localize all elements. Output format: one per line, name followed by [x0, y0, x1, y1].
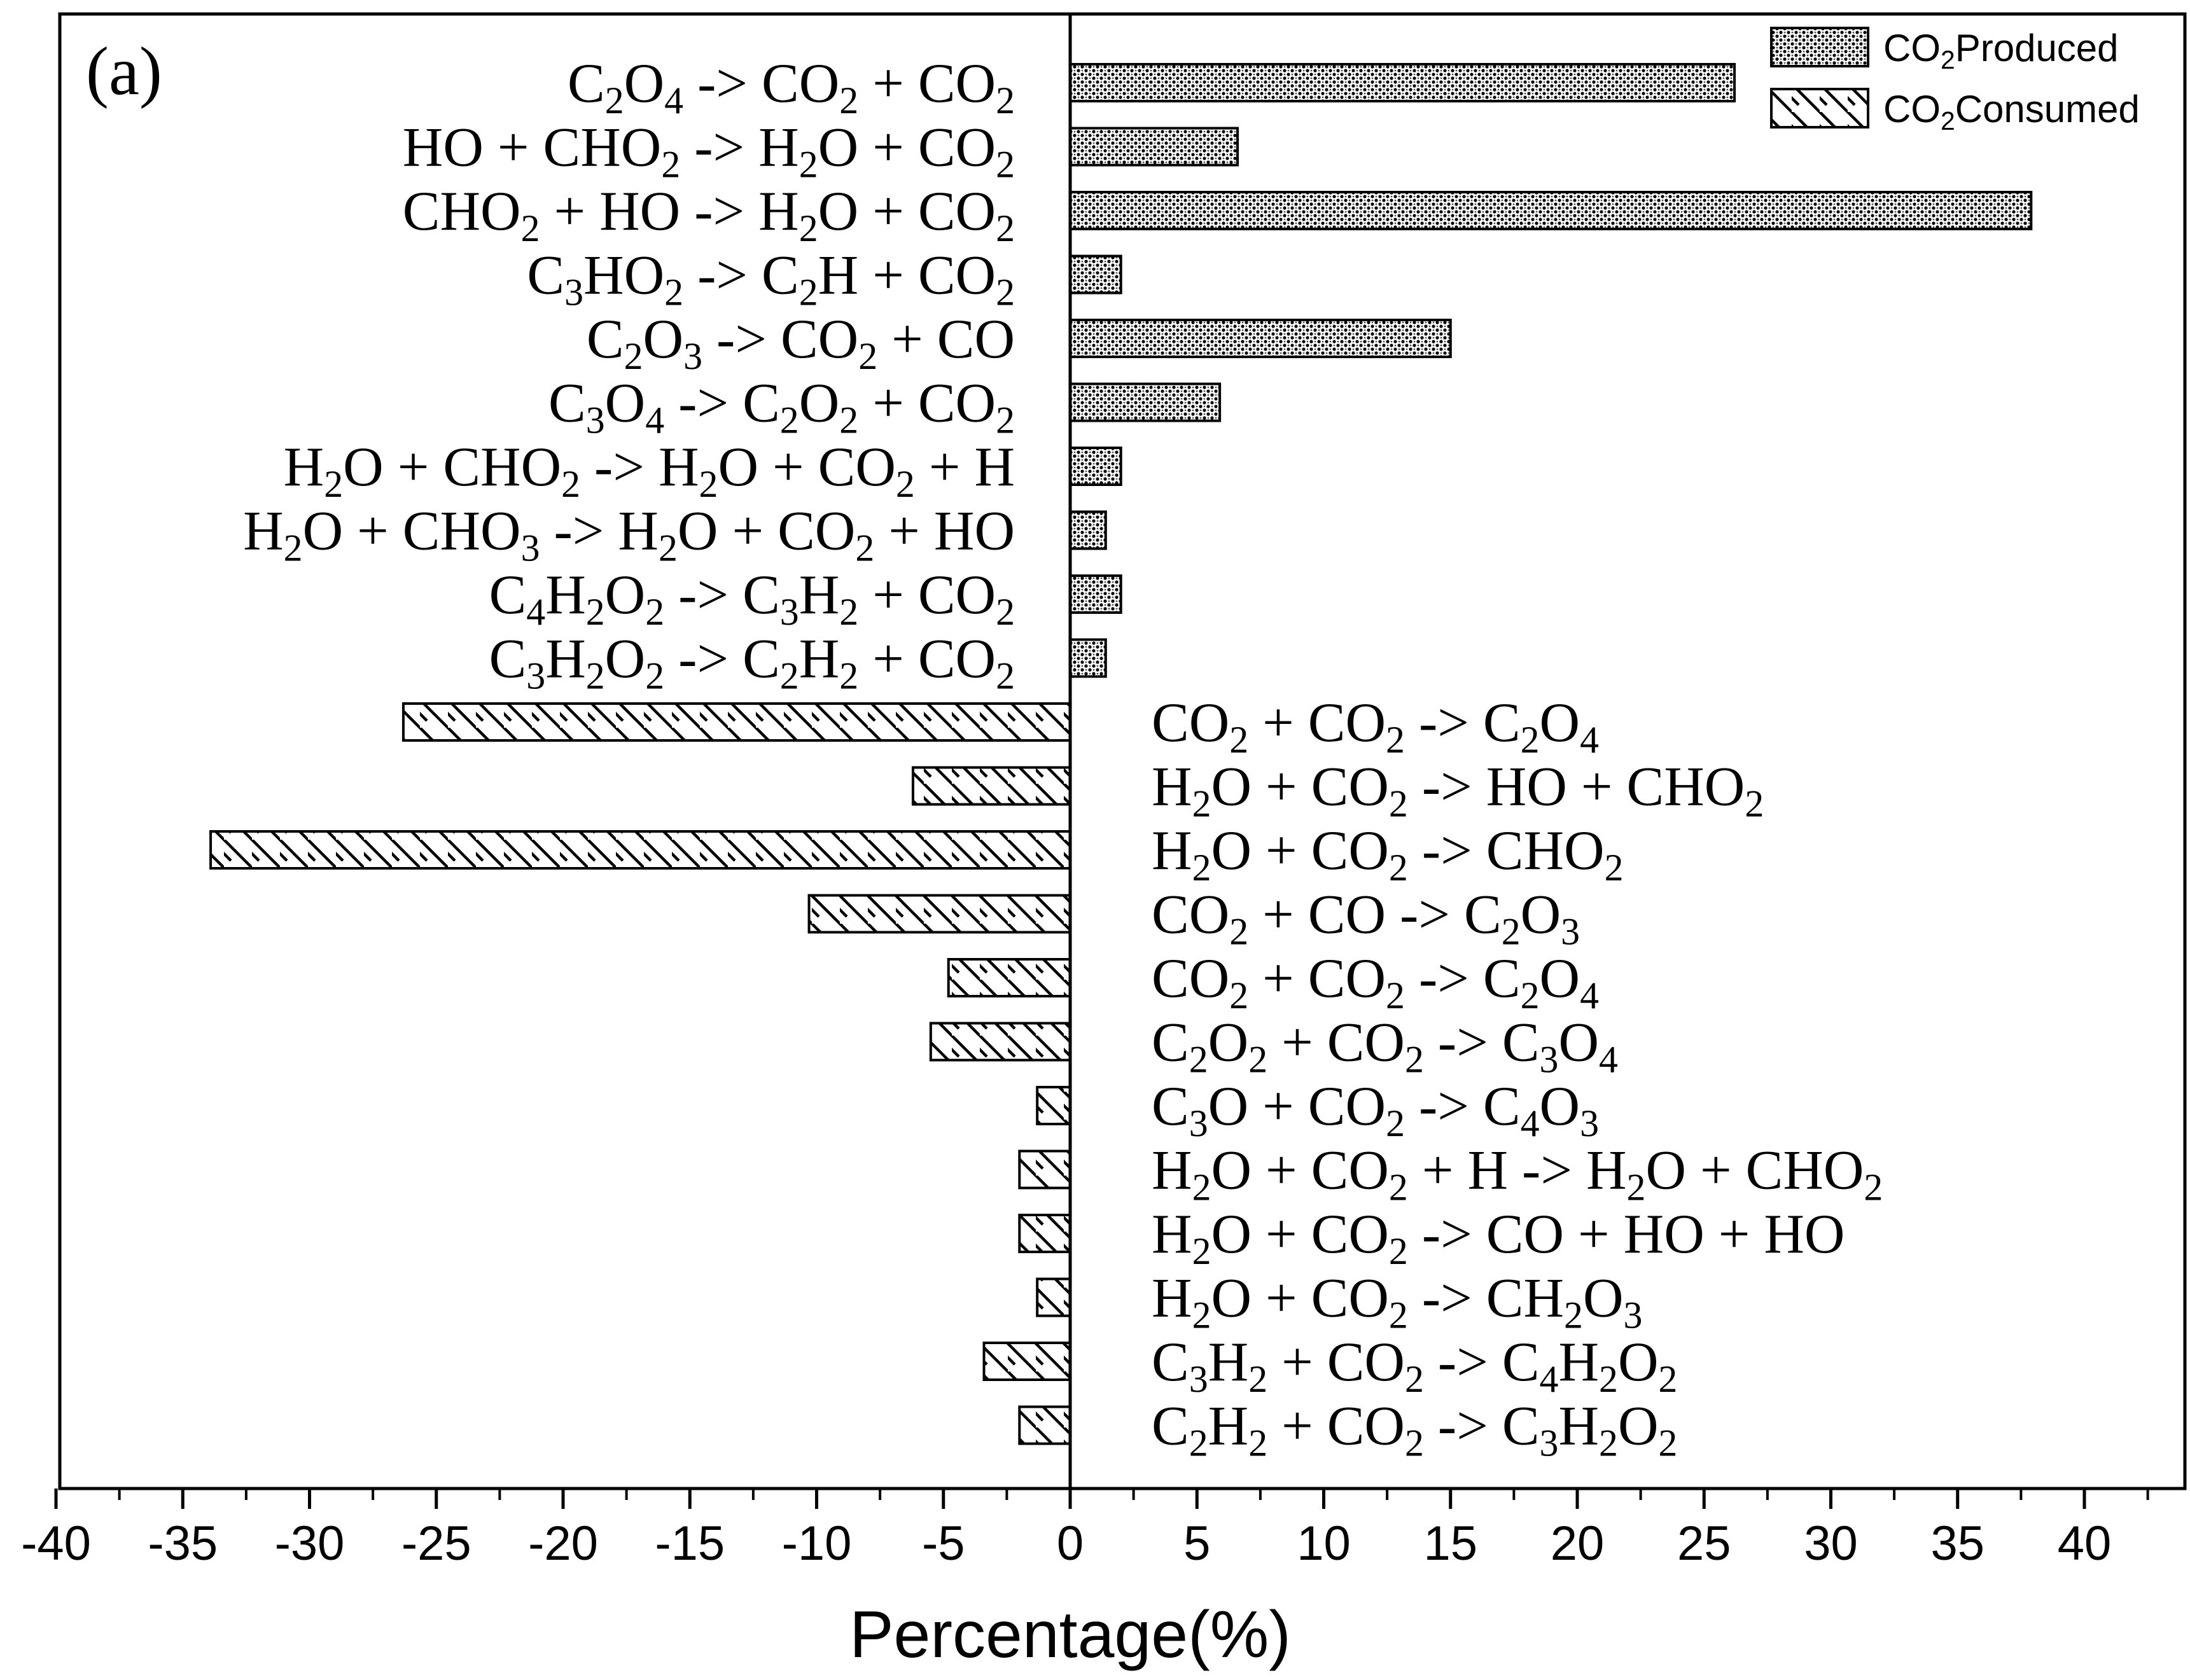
produced-reaction-label-5: C2O3 -> CO2 + CO — [587, 309, 1015, 377]
consumed-bar-8 — [1018, 1149, 1072, 1190]
produced-reaction-label-7: H2O + CHO2 -> H2O + CO2 + H — [284, 436, 1015, 505]
consumed-bar-12 — [1018, 1405, 1072, 1445]
x-tick-label: -5 — [922, 1517, 965, 1571]
x-tick-label: -35 — [148, 1517, 218, 1571]
x-tick-label: 40 — [2058, 1517, 2112, 1571]
x-tick-label: -20 — [528, 1517, 598, 1571]
x-tick-label: 0 — [1057, 1517, 1084, 1571]
consumed-bar-4 — [807, 894, 1072, 934]
x-tick-label: -15 — [655, 1517, 725, 1571]
consumed-bar-6 — [929, 1022, 1071, 1062]
x-tick-label: -25 — [401, 1517, 471, 1571]
consumed-reaction-label-4: CO2 + CO -> C2O3 — [1152, 884, 1580, 953]
consumed-bar-10 — [1036, 1277, 1071, 1317]
produced-reaction-label-2: HO + CHO2 -> H2O + CO2 — [403, 117, 1015, 186]
consumed-bar-1 — [401, 702, 1072, 742]
consumed-bar-3 — [209, 830, 1072, 870]
produced-reaction-label-8: H2O + CHO3 -> H2O + CO2 + HO — [243, 501, 1015, 569]
consumed-reaction-label-1: CO2 + CO2 -> C2O4 — [1152, 692, 1599, 761]
produced-bar-7 — [1069, 447, 1122, 486]
consumed-reaction-label-7: C3O + CO2 -> C4O3 — [1152, 1076, 1599, 1144]
consumed-reaction-label-12: C2H2 + CO2 -> C3H2O2 — [1152, 1396, 1677, 1464]
x-tick-label: 15 — [1423, 1517, 1477, 1571]
x-tick-label: -30 — [275, 1517, 345, 1571]
legend-label-consumed: CO2Consumed — [1883, 88, 2140, 135]
produced-bar-10 — [1069, 638, 1107, 678]
legend-swatch-produced — [1770, 27, 1869, 67]
legend: CO2Produced CO2Consumed — [1770, 27, 2140, 135]
consumed-reaction-label-11: C3H2 + CO2 -> C4H2O2 — [1152, 1331, 1677, 1400]
consumed-reaction-label-6: C2O2 + CO2 -> C3O4 — [1152, 1012, 1618, 1081]
x-tick-label: 25 — [1677, 1517, 1731, 1571]
x-tick-label: 10 — [1297, 1517, 1351, 1571]
axes-layer: -40 -35 -30 -25 -20 -15 -10 -5 0 5 10 15 20 25 30 35 40 P… — [21, 12, 2187, 1672]
produced-bar-4 — [1069, 254, 1122, 295]
x-tick-label: -40 — [21, 1517, 91, 1571]
consumed-bar-9 — [1018, 1214, 1072, 1253]
produced-reaction-label-4: C3HO2 -> C2H + CO2 — [527, 245, 1015, 314]
produced-reaction-label-9: C4H2O2 -> C3H2 + CO2 — [489, 564, 1015, 633]
x-tick-label: 30 — [1804, 1517, 1858, 1571]
legend-label-produced: CO2Produced — [1883, 27, 2119, 74]
consumed-bar-7 — [1036, 1086, 1071, 1125]
produced-reaction-label-1: C2O4 -> CO2 + CO2 — [568, 53, 1015, 121]
produced-bar-6 — [1069, 382, 1222, 422]
consumed-reaction-label-2: H2O + CO2 -> HO + CHO2 — [1152, 756, 1764, 825]
produced-bar-3 — [1069, 191, 2033, 230]
produced-reaction-label-10: C3H2O2 -> C2H2 + CO2 — [489, 628, 1015, 697]
x-axis-title: Percentage(%) — [849, 1598, 1291, 1672]
produced-bar-5 — [1069, 319, 1452, 358]
consumed-bar-5 — [947, 958, 1071, 997]
x-tick-label: 5 — [1183, 1517, 1210, 1571]
produced-bar-9 — [1069, 574, 1122, 614]
x-tick-label: 35 — [1930, 1517, 1984, 1571]
consumed-bar-11 — [982, 1342, 1072, 1381]
produced-bar-8 — [1069, 510, 1107, 550]
x-tick-label: -10 — [782, 1517, 852, 1571]
produced-bar-1 — [1069, 63, 1736, 102]
consumed-bar-2 — [911, 766, 1072, 806]
produced-reaction-label-3: CHO2 + HO -> H2O + CO2 — [403, 181, 1015, 249]
panel-label: (a) — [86, 34, 162, 109]
x-tick-label: 20 — [1551, 1517, 1605, 1571]
produced-reaction-label-6: C3O4 -> C2O2 + CO2 — [548, 373, 1015, 441]
consumed-reaction-label-3: H2O + CO2 -> CHO2 — [1152, 820, 1624, 889]
legend-swatch-consumed — [1770, 88, 1869, 128]
bars-layer — [209, 63, 2033, 1445]
consumed-reaction-label-5: CO2 + CO2 -> C2O4 — [1152, 948, 1599, 1017]
consumed-reaction-label-8: H2O + CO2 + H -> H2O + CHO2 — [1152, 1140, 1883, 1209]
produced-bar-2 — [1069, 127, 1239, 167]
consumed-reaction-label-9: H2O + CO2 -> CO + HO + HO — [1152, 1204, 1845, 1272]
plot-frame — [58, 12, 2187, 1490]
consumed-reaction-label-10: H2O + CO2 -> CH2O3 — [1152, 1268, 1642, 1336]
